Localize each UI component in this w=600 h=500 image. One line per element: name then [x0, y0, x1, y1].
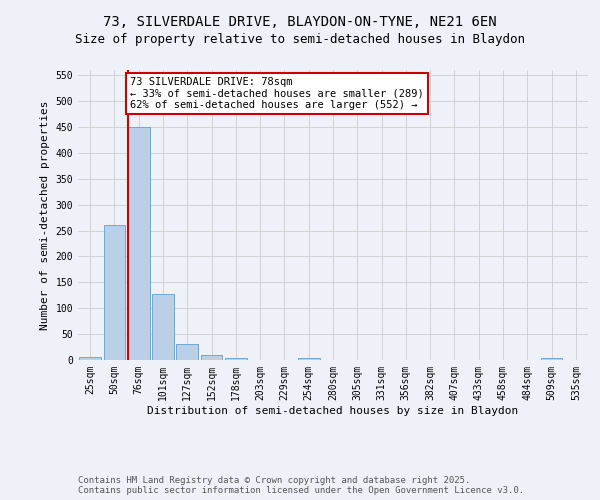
Bar	[104, 226, 125, 360]
Text: Contains HM Land Registry data © Crown copyright and database right 2025.
Contai: Contains HM Land Registry data © Crown c…	[78, 476, 524, 495]
Bar	[176, 344, 198, 360]
X-axis label: Distribution of semi-detached houses by size in Blaydon: Distribution of semi-detached houses by …	[148, 406, 518, 415]
Bar	[541, 358, 562, 360]
Bar	[79, 358, 101, 360]
Bar	[225, 358, 247, 360]
Text: Size of property relative to semi-detached houses in Blaydon: Size of property relative to semi-detach…	[75, 32, 525, 46]
Bar	[200, 355, 223, 360]
Y-axis label: Number of semi-detached properties: Number of semi-detached properties	[40, 100, 50, 330]
Bar	[128, 127, 149, 360]
Bar	[298, 358, 320, 360]
Text: 73, SILVERDALE DRIVE, BLAYDON-ON-TYNE, NE21 6EN: 73, SILVERDALE DRIVE, BLAYDON-ON-TYNE, N…	[103, 15, 497, 29]
Bar	[152, 294, 174, 360]
Text: 73 SILVERDALE DRIVE: 78sqm
← 33% of semi-detached houses are smaller (289)
62% o: 73 SILVERDALE DRIVE: 78sqm ← 33% of semi…	[130, 76, 424, 110]
